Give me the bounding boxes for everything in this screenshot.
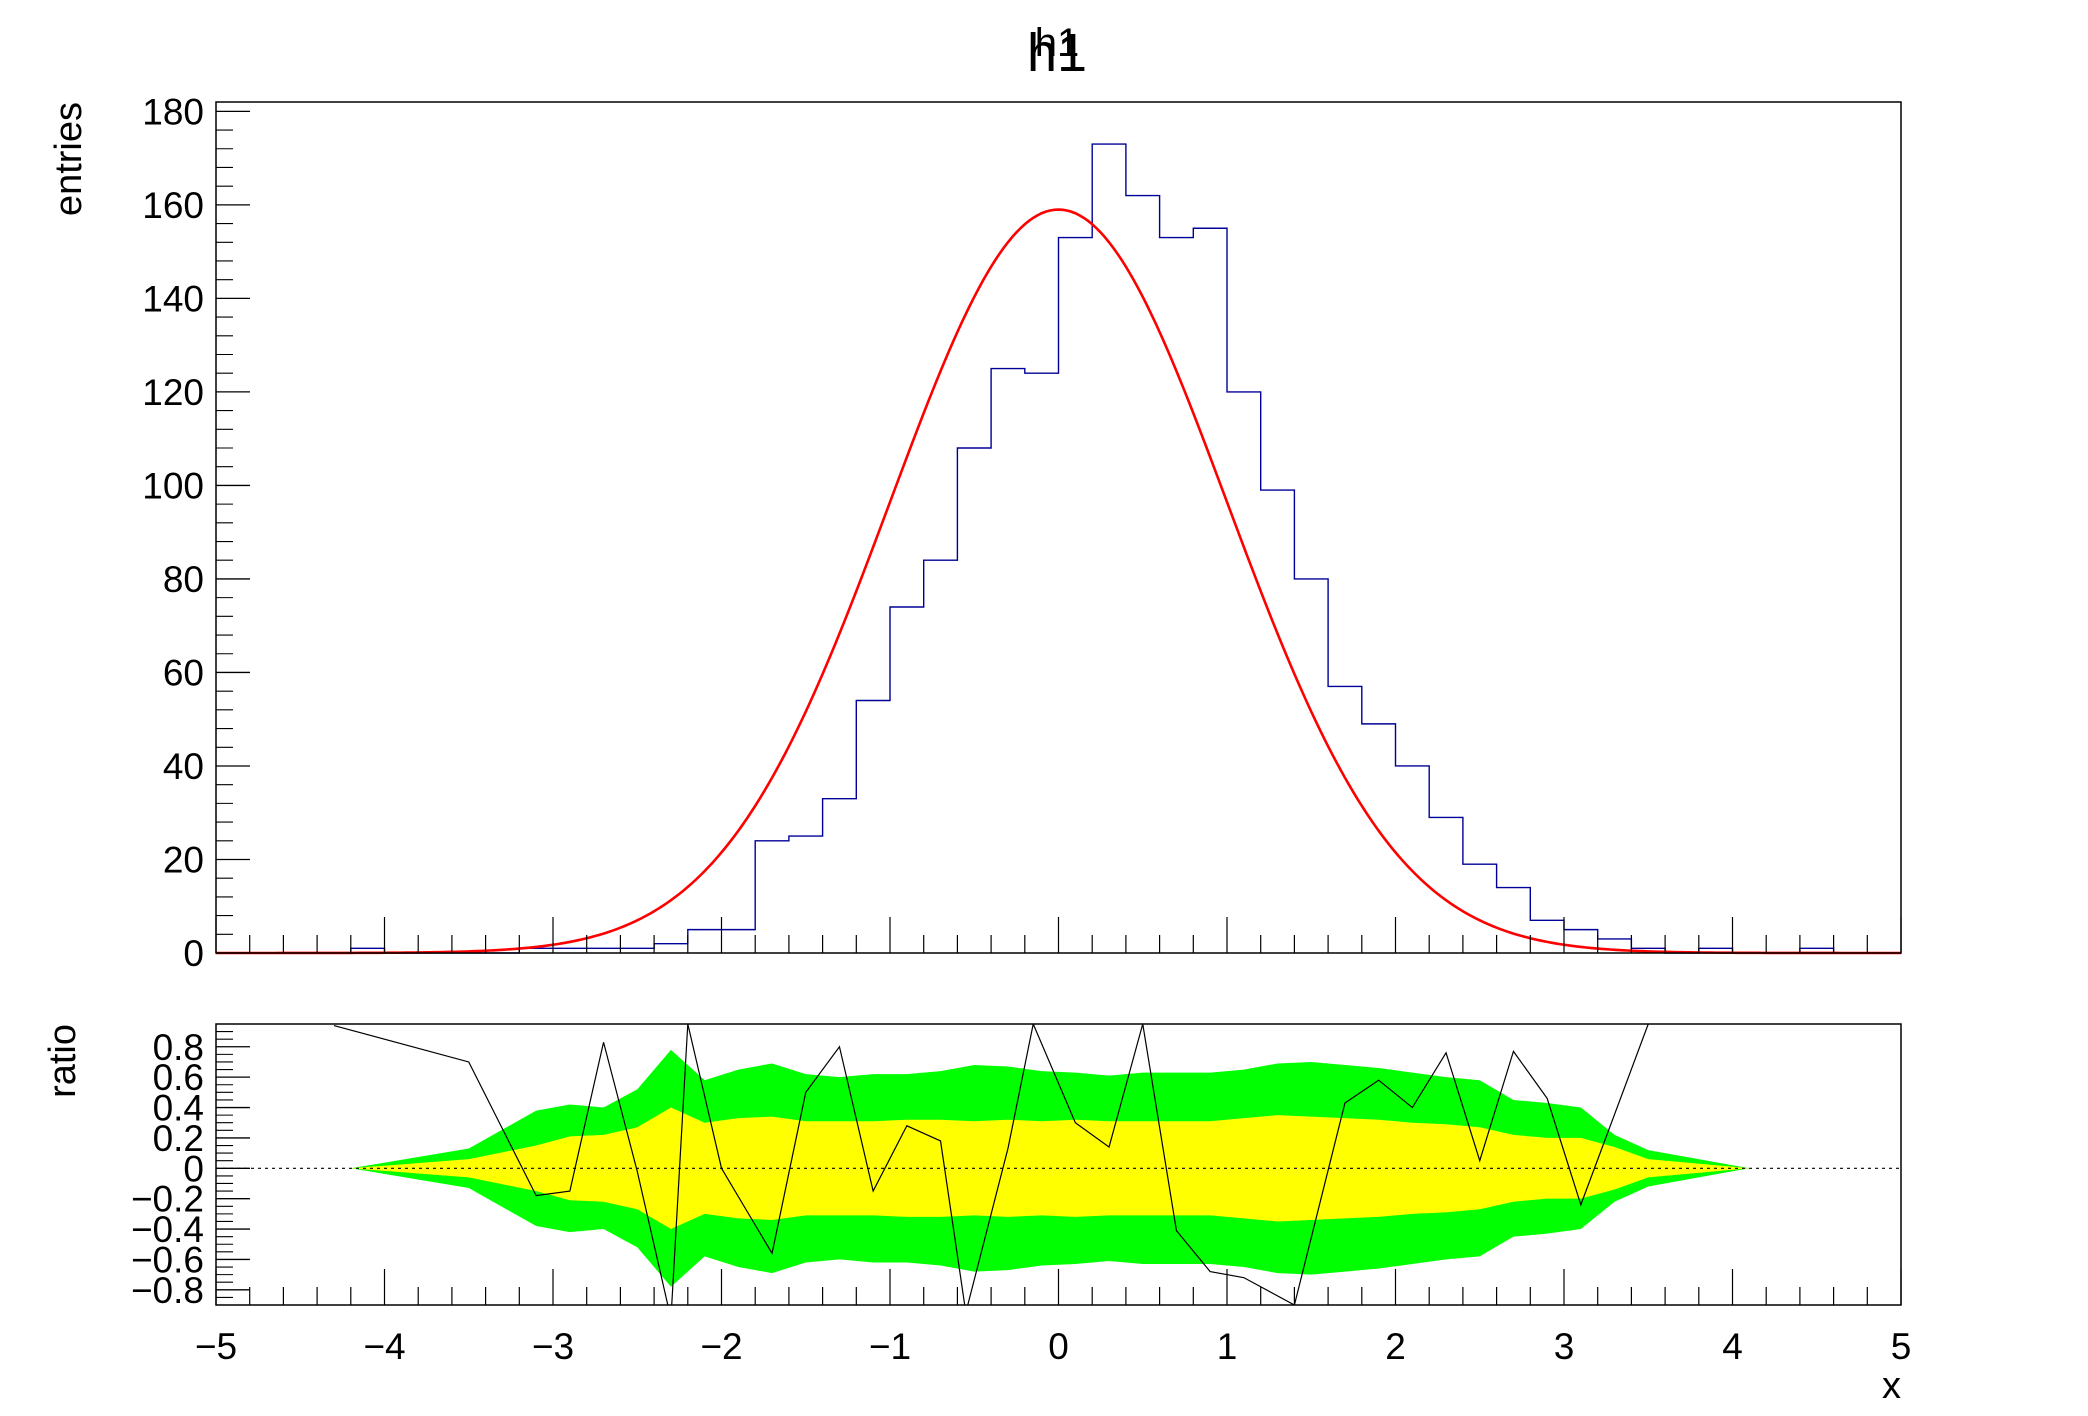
y-tick-label: 0.4: [153, 1088, 204, 1129]
y-tick-label: 80: [163, 559, 204, 600]
lower-x-axis-title: x: [1882, 1365, 1901, 1407]
upper-y-axis: 0 20 40 60 80 100 120 140 160 180: [142, 91, 250, 974]
y-tick-label: 140: [142, 278, 204, 319]
x-tick-label: −3: [532, 1326, 574, 1367]
lower-pad: −0.8−0.6−0.4−0.200.20.40.60.8 −5 −4 −3 −2 −1…: [42, 1023, 1911, 1407]
ratio-line: [333, 1024, 1649, 1305]
y-tick-label: −0.8: [131, 1270, 204, 1311]
y-tick-label: 0.8: [153, 1027, 204, 1068]
y-tick-label: 0: [183, 933, 204, 974]
x-tick-label: 0: [1048, 1326, 1069, 1367]
x-tick-label: 1: [1217, 1326, 1238, 1367]
y-tick-label: 100: [142, 465, 204, 506]
y-tick-label: 120: [142, 372, 204, 413]
y-tick-label: 0.6: [153, 1057, 204, 1098]
y-tick-label: −0.6: [131, 1239, 204, 1280]
y-tick-label: −0.2: [131, 1179, 204, 1220]
y-tick-label: 180: [142, 91, 204, 132]
y-tick-label: 20: [163, 839, 204, 880]
x-tick-label: 5: [1891, 1326, 1912, 1367]
upper-frame: [215, 101, 1902, 954]
histogram-h1: [216, 143, 1901, 954]
y-tick-label: 60: [163, 652, 204, 693]
lower-y-axis: −0.8−0.6−0.4−0.200.20.40.60.8: [131, 1027, 250, 1311]
x-tick-label: −5: [195, 1326, 237, 1367]
upper-y-axis-title: entries: [48, 102, 90, 216]
upper-x-axis-ticks: [215, 917, 1902, 953]
x-tick-label: −1: [869, 1326, 911, 1367]
upper-pad: 0 20 40 60 80 100 120 140 160 180 entries: [48, 91, 1902, 974]
x-tick-label: −4: [363, 1326, 405, 1367]
ratio-content: [216, 1024, 1901, 1305]
y-tick-label: 0.2: [153, 1118, 204, 1159]
chart-title-overlay: h1: [1035, 21, 1080, 65]
lower-y-axis-title: ratio: [42, 1024, 84, 1098]
upper-plot-area: [216, 143, 1901, 955]
x-tick-label: 3: [1554, 1326, 1575, 1367]
y-tick-label: 160: [142, 185, 204, 226]
chart-title: h1: [1027, 23, 1087, 83]
lower-plot-area: [216, 1024, 1901, 1305]
y-tick-label: −0.4: [131, 1209, 204, 1250]
fit-curve: [216, 208, 1901, 955]
lower-x-axis: −5 −4 −3 −2 −1 0 1 2 3 4 5: [195, 1269, 1911, 1367]
x-tick-label: −2: [700, 1326, 742, 1367]
y-tick-label: 0: [183, 1148, 204, 1189]
y-tick-label: 40: [163, 746, 204, 787]
x-tick-label: 4: [1722, 1326, 1743, 1367]
x-tick-label: 2: [1385, 1326, 1406, 1367]
